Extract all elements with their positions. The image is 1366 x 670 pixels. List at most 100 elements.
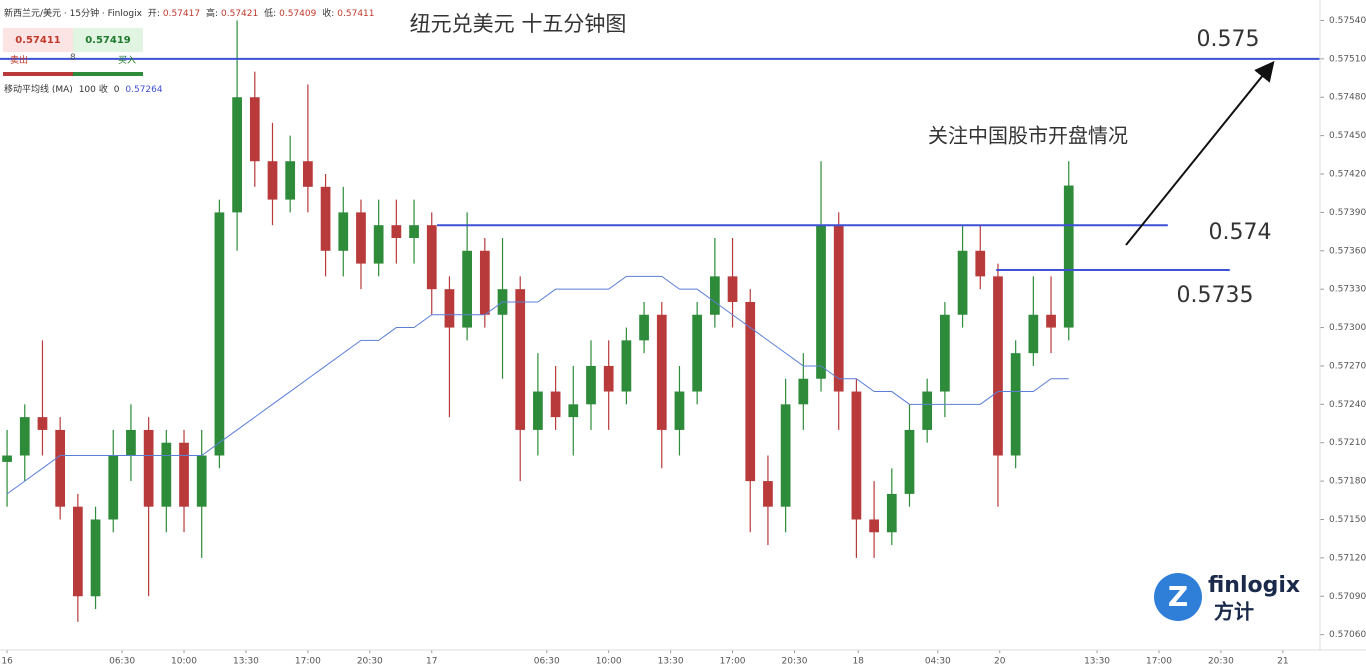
y-tick-label: 0.57480: [1329, 93, 1366, 103]
candle-body: [444, 289, 455, 328]
candle-body: [1010, 353, 1021, 456]
candle-body: [833, 225, 844, 392]
candle-body: [1028, 314, 1039, 354]
buy-label: 买入: [118, 56, 137, 66]
quote-label: 高:: [205, 9, 218, 19]
buy-price: 0.57419: [85, 34, 131, 46]
candle-body: [709, 276, 720, 315]
x-tick-label: 20: [994, 657, 1006, 667]
plot: 0.57060 0.57090 0.57120 0.57150 0.57180 0.572…: [0, 16, 1366, 667]
candle-body: [586, 365, 596, 405]
candle-body: [196, 455, 207, 507]
buy-button[interactable]: 0.57419: [73, 28, 143, 52]
buy-bar: [73, 72, 143, 76]
candle-body: [143, 429, 154, 507]
y-tick-label: 0.57240: [1329, 400, 1366, 410]
level-label: 0.5735: [1177, 283, 1254, 308]
candle-body: [161, 442, 172, 507]
sell-price: 0.57411: [15, 34, 61, 46]
x-tick-label: 20:30: [1208, 657, 1234, 667]
logo-sub: 方计: [1214, 600, 1254, 624]
candle-body: [904, 429, 915, 494]
y-tick-label: 0.57180: [1329, 477, 1366, 487]
candle-body: [869, 519, 879, 533]
candle-body: [19, 417, 30, 456]
level-label: 0.575: [1197, 27, 1260, 52]
y-tick-label: 0.57150: [1329, 515, 1366, 525]
candle-body: [479, 250, 490, 315]
y-tick-label: 0.57360: [1329, 246, 1366, 256]
x-tick-label: 17:00: [295, 657, 321, 667]
candle-body: [975, 250, 986, 277]
quote-label: 收:: [322, 9, 335, 19]
candle-body: [692, 314, 703, 392]
indicator-source: 收: [98, 85, 108, 95]
candle-body: [639, 314, 649, 341]
candle-body: [515, 289, 526, 430]
candle-body: [1046, 314, 1056, 328]
sell-bar: [3, 72, 73, 76]
trend-arrow: [1125, 60, 1275, 246]
candle-body: [674, 391, 685, 430]
quote-value: 0.57417: [162, 9, 201, 19]
quote-label: 开:: [147, 9, 160, 19]
y-tick-label: 0.57540: [1329, 16, 1366, 26]
candle-body: [798, 378, 809, 405]
candle-body: [320, 186, 331, 251]
chart-title: 纽元兑美元 十五分钟图: [410, 12, 627, 36]
candle-body: [409, 225, 419, 238]
x-tick-label: 13:30: [658, 657, 684, 667]
candle-body: [533, 391, 543, 430]
candle-body: [568, 404, 579, 418]
quote-value: 0.57409: [279, 9, 317, 19]
candle-body: [780, 404, 791, 507]
candle-body: [232, 97, 242, 213]
quote-value: 0.57411: [337, 9, 375, 19]
x-tick-label: 20:30: [782, 657, 808, 667]
candle-body: [957, 250, 968, 315]
y-tick-label: 0.57330: [1329, 285, 1366, 295]
y-tick-label: 0.57090: [1329, 592, 1366, 602]
y-tick-label: 0.57270: [1329, 361, 1366, 371]
candle-body: [462, 250, 472, 328]
candle-body: [373, 225, 384, 264]
indicator-offset: 0: [113, 85, 120, 95]
sell-label: 卖出: [10, 56, 29, 66]
candle-body: [356, 212, 366, 264]
candle-body: [267, 161, 278, 200]
x-tick-label: 10:00: [171, 657, 197, 667]
candle-body: [303, 161, 313, 187]
level-label: 0.574: [1209, 220, 1272, 245]
logo-icon: [1154, 573, 1202, 621]
candle-body: [940, 314, 950, 392]
symbol-header: 新西兰元/美元 · 15分钟 · Finlogix 开: 0.57417 高: 0.…: [4, 6, 378, 19]
x-tick-label: 06:30: [534, 657, 560, 667]
sell-button[interactable]: 0.57411: [3, 28, 73, 52]
candle-body: [90, 519, 101, 597]
indicator-period: 100: [78, 85, 96, 95]
candle-body: [886, 493, 897, 533]
x-tick-label: 17: [426, 657, 437, 667]
logo: Z finlogix 方计: [1154, 573, 1300, 624]
candle-body: [1063, 185, 1074, 328]
x-tick-label: 18: [852, 657, 864, 667]
x-tick-label: 21: [1277, 657, 1288, 667]
spread: 8: [70, 53, 76, 63]
candle-body: [656, 314, 667, 430]
x-tick-label: 17:00: [1146, 657, 1172, 667]
candle-body: [72, 506, 83, 597]
x-tick-label: 04:30: [925, 657, 951, 667]
x-tick-label: 06:30: [109, 657, 135, 667]
candle-body: [745, 301, 756, 482]
quote-label: 低:: [264, 9, 277, 19]
candle-body: [249, 97, 260, 162]
candle-body: [922, 391, 933, 430]
logo-letter: Z: [1168, 580, 1188, 613]
annotation: 关注中国股市开盘情况: [928, 124, 1128, 148]
candle-body: [55, 429, 66, 507]
quote-value: 0.57421: [221, 9, 259, 19]
y-tick-label: 0.57210: [1329, 438, 1366, 448]
candle-body: [338, 212, 349, 251]
